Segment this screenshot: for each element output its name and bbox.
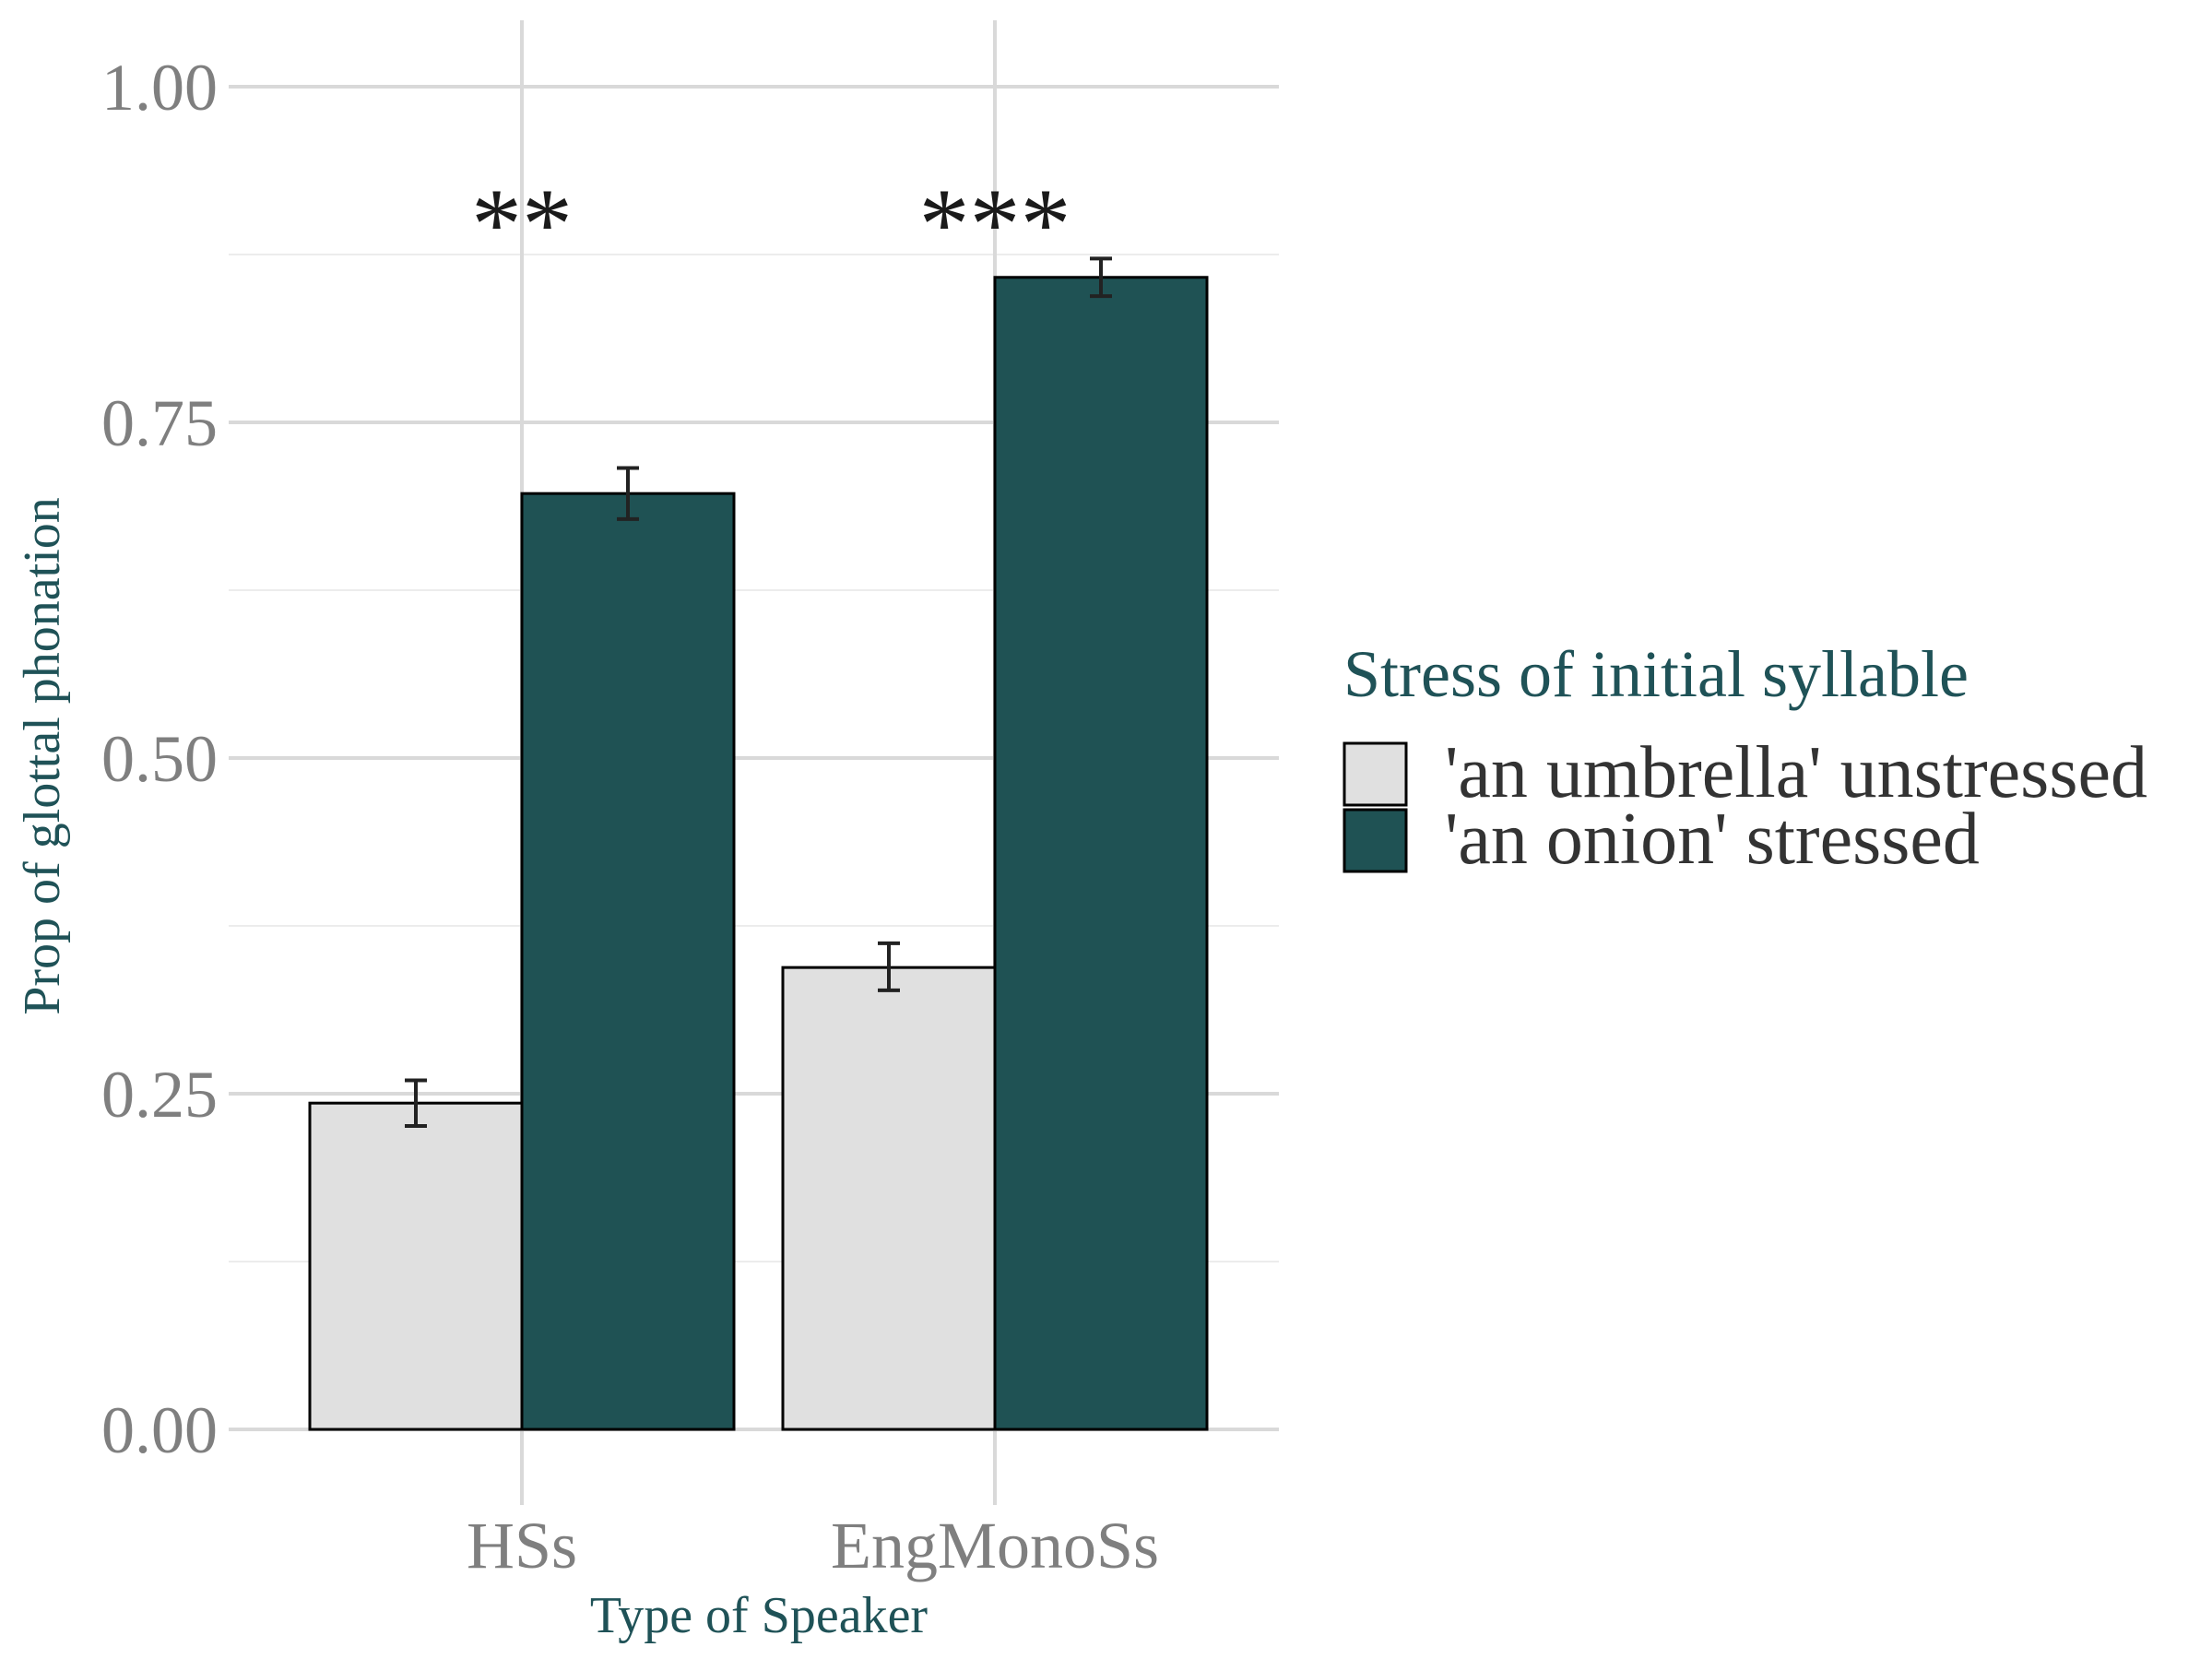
- significance-label: ***: [919, 168, 1071, 280]
- legend-key: [1343, 741, 1408, 807]
- bars: [308, 276, 1209, 1431]
- y-tick-label: 0.00: [101, 1393, 218, 1467]
- bar: [993, 276, 1209, 1431]
- bar: [520, 492, 736, 1431]
- legend-key: [1343, 808, 1408, 873]
- legend-label: 'an umbrella' unstressed: [1445, 732, 2147, 813]
- x-tick-label: HSs: [467, 1509, 577, 1582]
- significance-label: **: [471, 168, 573, 280]
- legend: Stress of initial syllable 'an umbrella'…: [1343, 637, 2147, 880]
- y-tick-label: 0.75: [101, 386, 218, 460]
- x-axis-title: Type of Speaker: [590, 1587, 929, 1644]
- x-axis-tick-labels: HSs EngMonoSs: [467, 1509, 1159, 1582]
- error-bars: [405, 256, 1112, 1128]
- x-tick-label: EngMonoSs: [831, 1509, 1159, 1582]
- y-tick-label: 0.50: [101, 722, 218, 796]
- bar: [781, 966, 997, 1431]
- legend-title: Stress of initial syllable: [1343, 637, 1969, 711]
- significance-labels: ** ***: [471, 168, 1071, 280]
- bar: [308, 1101, 524, 1431]
- y-axis-tick-labels: 0.00 0.25 0.50 0.75 1.00: [101, 51, 218, 1467]
- y-tick-label: 0.25: [101, 1058, 218, 1132]
- legend-label: 'an onion' stressed: [1445, 799, 1980, 880]
- y-tick-label: 1.00: [101, 51, 218, 124]
- y-axis-title: Prop of glottal phonation: [14, 497, 71, 1015]
